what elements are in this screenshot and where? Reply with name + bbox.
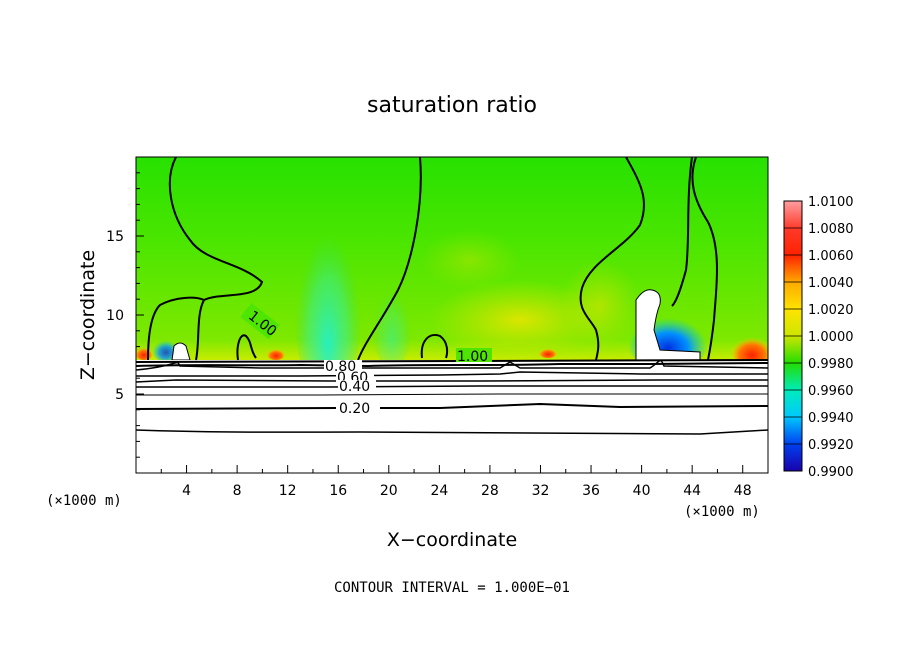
x-tick-label-44: 44 [683,483,701,499]
colorbar-segment [784,444,802,472]
x-tick-label-40: 40 [633,483,651,499]
x-tick-label-28: 28 [481,483,499,499]
contour-0-3 [136,393,768,396]
contour-0-7 [136,359,768,371]
x-axis-label: X−coordinate [387,529,517,551]
y-tick-label-5: 5 [115,387,124,403]
x-tick-label-12: 12 [279,483,297,499]
y-tick-label-15: 15 [106,229,124,245]
colorbar-segment [784,363,802,391]
field-white-cloud [635,289,701,361]
colorbar-label: 1.0020 [808,303,854,318]
colorbar-segment [784,282,802,310]
plot-area: 1.00 1.00 0.80 0.60 0.40 0.20 [136,157,768,473]
chart-title: saturation ratio [367,93,537,118]
contour-1-00-h [236,334,257,361]
x-tick-label-4: 4 [182,483,191,499]
x-tick-label-36: 36 [582,483,600,499]
field-red-blob-3 [136,344,154,360]
colorbar-segment [784,336,802,364]
y-tick-label-10: 10 [106,308,124,324]
field-red-blob [730,330,768,366]
colorbar-label: 0.9960 [808,384,854,399]
x-tick-label-32: 32 [532,483,550,499]
contour-1-00-f [671,157,693,307]
clabel-bg-6 [336,400,380,416]
contour-label-1-00-lower: 1.00 [457,349,488,365]
contour-1-00-b [147,296,205,361]
field-red-blob-2 [266,346,286,360]
contour-0-8 [136,362,768,368]
colorbar-segment [784,255,802,283]
colorbar-segment [784,390,802,418]
x-tick-label-20: 20 [380,483,398,499]
x-tick-label-16: 16 [329,483,347,499]
colorbar-segment [784,228,802,256]
field-yellow-blob-3 [420,230,520,290]
contour-0-4 [136,385,768,388]
x-unit-label-right: (×1000 m) [684,504,760,520]
colorbar-label: 1.0040 [808,276,854,291]
colorbar-segment [784,309,802,337]
colorbar-label: 0.9920 [808,438,854,453]
x-tick-label-8: 8 [233,483,242,499]
colorbar-label: 1.0060 [808,249,854,264]
y-axis-ticks: 5 10 15 [106,172,144,458]
y-axis-label: Z−coordinate [77,250,99,380]
colorbar-label: 0.9900 [808,465,854,480]
contour-1-00-d [579,157,645,361]
contour-1-00-c [357,157,422,361]
colorbar-label: 0.9940 [808,411,854,426]
colorbar-label: 0.9980 [808,357,854,372]
contour-label-0-20: 0.20 [339,401,370,417]
clabel-bg-1 [240,302,280,340]
contour-0-5 [136,379,768,383]
clabel-bg-2 [456,348,492,362]
colorbar-segment [784,201,802,229]
contour-0-9 [136,359,768,363]
contour-1-00-g [420,334,449,359]
x-tick-label-48: 48 [734,483,752,499]
contour-lines [136,157,768,435]
contour-1-00-a [168,157,264,361]
contour-label-0-40: 0.40 [339,379,370,395]
colorbar-segment [784,417,802,445]
contour-0-1 [136,429,768,435]
contour-1-00-e [691,157,718,361]
contour-0-6 [136,371,768,377]
clabel-bg-3 [324,360,362,372]
contour-labels: 1.00 1.00 0.80 0.60 0.40 0.20 [240,302,492,417]
field-white-cloud-left [171,342,191,361]
field-yellow-blob-2 [560,260,640,350]
colorbar-label: 1.0100 [808,195,854,210]
colorbar-label: 1.0080 [808,222,854,237]
contour-interval-note: CONTOUR INTERVAL = 1.000E−01 [334,580,570,596]
colorbar: 1.0100 1.0080 1.0060 1.0040 1.0020 1.0000 0.99… [783,195,854,480]
field-cyan-plume-2 [372,270,412,370]
field-lower-white [136,360,768,473]
colorbar-label: 1.0000 [808,330,854,345]
x-tick-label-24: 24 [430,483,448,499]
clabel-bg-5 [338,380,376,392]
x-axis-ticks: 4 8 12 16 20 24 28 32 36 40 44 48 [160,465,752,499]
field-cyan-plume [294,190,362,410]
x-unit-label-left: (×1000 m) [46,493,122,509]
field-red-blob-4 [538,346,558,358]
